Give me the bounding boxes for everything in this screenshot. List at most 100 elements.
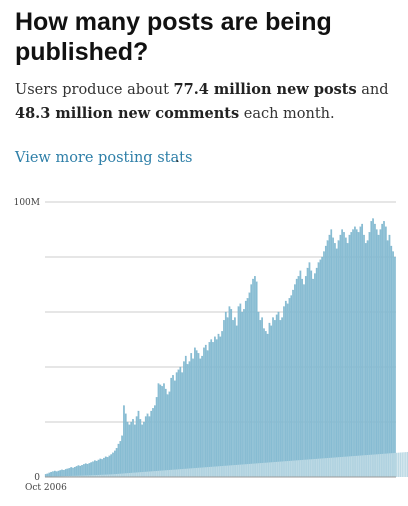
post-bar: [94, 460, 96, 478]
post-bar: [66, 468, 69, 478]
post-bar: [204, 344, 207, 478]
post-bar: [326, 240, 329, 478]
comment-bar: [157, 470, 160, 477]
post-bar: [81, 465, 83, 478]
summary-conjunction: and: [356, 82, 389, 98]
comment-bar: [275, 461, 278, 477]
post-bar: [394, 256, 396, 478]
comment-bar: [355, 455, 358, 477]
post-bar: [63, 470, 65, 478]
post-bar: [115, 448, 118, 478]
post-bar: [255, 281, 258, 478]
post-bar: [303, 284, 305, 478]
comment-bar: [143, 471, 145, 477]
comment-bar: [110, 474, 112, 477]
comment-bar: [297, 460, 300, 477]
post-bar: [281, 317, 283, 478]
comment-bar: [150, 471, 152, 477]
comment-bar: [370, 454, 373, 477]
comment-bar: [106, 474, 109, 477]
comment-bar: [365, 455, 367, 477]
comment-bar: [252, 463, 254, 477]
comment-bar: [99, 474, 102, 477]
post-bar: [73, 467, 76, 478]
post-bar: [114, 450, 116, 478]
post-bar: [172, 375, 174, 478]
comment-bar: [146, 471, 149, 477]
post-bar: [237, 306, 240, 478]
view-more-posting-stats-link[interactable]: View more posting stats: [15, 150, 193, 166]
post-bar: [192, 358, 194, 478]
y-tick-label: 100M: [14, 198, 40, 208]
post-bar: [143, 421, 145, 478]
comment-bar: [117, 473, 120, 477]
comment-bar: [396, 452, 398, 477]
comment-bar: [337, 457, 340, 477]
comment-bar: [288, 460, 291, 477]
post-bar: [206, 350, 209, 478]
comment-bar: [166, 470, 169, 477]
comment-bar: [212, 466, 214, 477]
post-bar: [315, 267, 318, 478]
comment-bar: [137, 472, 140, 477]
comment-bar: [392, 453, 394, 477]
comment-bar: [403, 452, 405, 477]
post-bar: [317, 262, 320, 478]
post-bar: [370, 221, 373, 478]
comment-bar: [352, 456, 354, 477]
post-bar: [148, 416, 151, 478]
posts-count: 77.4 million new posts: [173, 81, 357, 98]
post-bar: [381, 223, 384, 478]
comment-bar: [75, 475, 78, 477]
comment-bar: [115, 473, 118, 477]
comment-bar: [217, 466, 220, 477]
post-bar: [224, 311, 227, 478]
comment-bar: [197, 467, 200, 477]
post-bar: [84, 463, 87, 478]
post-bar: [50, 471, 53, 478]
post-bar: [346, 243, 349, 478]
comment-bar: [406, 451, 408, 477]
post-bar: [201, 355, 203, 478]
post-bar: [79, 465, 82, 478]
comment-bar: [332, 457, 334, 477]
post-bar: [392, 251, 394, 478]
post-bar: [152, 408, 154, 478]
post-bar: [219, 336, 222, 478]
comment-bar: [235, 464, 238, 477]
comment-bar: [172, 469, 174, 477]
comment-bar: [290, 460, 292, 477]
comment-bar: [257, 463, 260, 477]
post-bar: [294, 284, 296, 478]
post-bar: [170, 377, 173, 478]
post-bar: [144, 416, 147, 478]
comment-bar: [283, 461, 285, 477]
post-bar: [61, 469, 63, 478]
post-bar: [214, 336, 216, 478]
post-bar: [277, 311, 280, 478]
post-bar: [121, 435, 123, 478]
post-bar: [223, 320, 225, 478]
post-bar: [88, 463, 91, 478]
post-bar: [117, 443, 120, 478]
comment-bar: [188, 468, 191, 477]
comment-bar: [128, 473, 131, 477]
comment-bar: [381, 453, 383, 477]
post-bar: [368, 232, 371, 478]
summary-outro: each month.: [239, 106, 335, 122]
post-bar: [343, 232, 345, 478]
comment-bar: [388, 453, 391, 477]
post-bar: [195, 350, 198, 478]
post-bar: [106, 457, 109, 478]
comment-bar: [108, 474, 111, 477]
post-bar: [272, 317, 274, 478]
summary-intro: Users produce about: [15, 82, 174, 98]
comment-bar: [159, 470, 162, 477]
comment-bars: [45, 451, 408, 477]
comment-bar: [328, 457, 331, 477]
comment-bar: [377, 454, 380, 477]
post-bar: [134, 424, 136, 478]
post-bar: [99, 458, 102, 478]
comment-bar: [339, 457, 342, 477]
link-period: .: [175, 150, 180, 166]
